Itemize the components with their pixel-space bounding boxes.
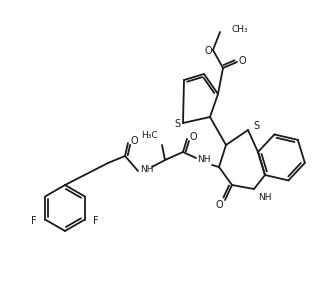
Text: S: S: [253, 121, 259, 131]
Text: O: O: [204, 46, 212, 56]
Text: F: F: [31, 216, 37, 225]
Text: O: O: [215, 200, 223, 210]
Text: H₃C: H₃C: [141, 132, 158, 140]
Text: CH₃: CH₃: [232, 26, 249, 35]
Text: O: O: [130, 136, 138, 146]
Text: NH: NH: [258, 192, 271, 201]
Text: NH: NH: [140, 164, 154, 173]
Text: O: O: [189, 132, 197, 142]
Text: NH: NH: [197, 155, 211, 164]
Text: O: O: [238, 56, 246, 66]
Text: F: F: [93, 216, 99, 225]
Text: S: S: [174, 119, 180, 129]
